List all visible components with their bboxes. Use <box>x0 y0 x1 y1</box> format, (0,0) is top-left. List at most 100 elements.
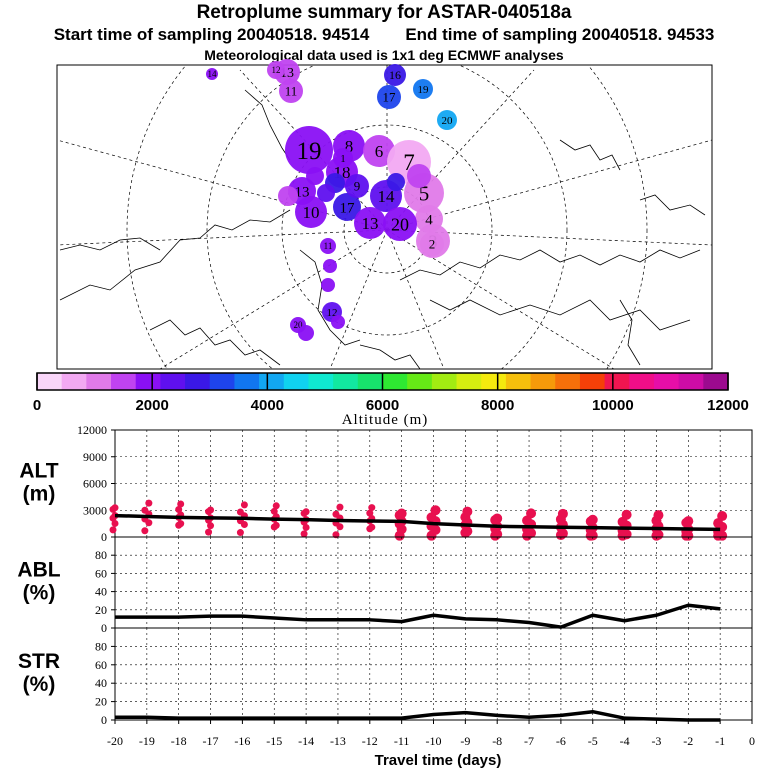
sampling-time-line: Start time of sampling 20040518. 94514 En… <box>0 25 768 45</box>
x-tick-label: -17 <box>203 734 219 748</box>
altitude-point <box>207 522 215 530</box>
y-tick-label: 20 <box>95 603 107 617</box>
colorbar-swatch <box>185 373 211 390</box>
colorbar-swatch <box>111 373 137 390</box>
y-tick-label: 0 <box>101 530 107 544</box>
map-background <box>57 65 712 369</box>
colorbar-swatch <box>259 373 285 390</box>
plume-circle-label: 20 <box>294 320 304 330</box>
plume-circle-label: 12 <box>327 307 338 319</box>
y-tick-label: 80 <box>95 639 107 653</box>
plume-circle-label: 20 <box>442 115 454 127</box>
plume-circle-label: 14 <box>378 187 396 206</box>
coastlines <box>59 89 706 369</box>
plume-circle <box>437 110 457 130</box>
x-tick-label: -8 <box>492 734 502 748</box>
y-tick-label: 6000 <box>83 477 107 491</box>
met-data-label: Meteorological data used is 1x1 deg ECMW… <box>204 47 564 63</box>
panel-str: 80 60 40 20 0 STR(%) <box>18 627 753 727</box>
plume-circle <box>279 79 303 103</box>
altitude-point <box>111 504 119 512</box>
colorbar-swatch <box>407 373 433 390</box>
altitude-point <box>717 511 728 522</box>
altitude-point <box>368 504 376 512</box>
plume-circle-label: 13 <box>362 214 379 233</box>
altitude-point <box>240 501 248 509</box>
altitude-point <box>302 523 310 531</box>
plume-circle-label: 11 <box>285 84 298 99</box>
altitude-point <box>368 523 376 531</box>
panel-ylabel: ALT <box>19 460 58 483</box>
y-tick-label: 40 <box>95 676 107 690</box>
plume-circle-label: 17 <box>340 200 356 216</box>
plume-circle <box>333 193 361 221</box>
colorbar-tick-label: 8000 <box>481 397 514 414</box>
panel-ylabel: STR <box>18 650 60 673</box>
altitude-scatter <box>109 499 728 541</box>
panel-ylabel: (m) <box>23 483 56 506</box>
end-time-label: End time of sampling 20040518. 94533 <box>405 25 715 44</box>
y-tick-label: 0 <box>101 713 107 727</box>
x-tick-label: 0 <box>749 734 755 748</box>
plume-circle <box>206 68 218 80</box>
colorbar-swatch <box>382 373 408 390</box>
panel-ylabel: (%) <box>23 673 56 696</box>
plume-circle <box>285 126 333 174</box>
colorbar-swatch <box>703 373 729 390</box>
colorbar-swatch <box>357 373 383 390</box>
x-tick-label: -6 <box>556 734 566 748</box>
colorbar-tick-label: 6000 <box>366 397 399 414</box>
plume-circle <box>333 148 353 168</box>
x-tick-label: -18 <box>171 734 187 748</box>
plume-circle <box>295 196 327 228</box>
colorbar-swatch <box>160 373 186 390</box>
start-time-label: Start time of sampling 20040518. 94514 <box>53 25 370 44</box>
plume-circle <box>413 79 433 99</box>
altitude-point <box>683 516 694 527</box>
altitude-point <box>272 502 280 510</box>
y-tick-label: 40 <box>95 585 107 599</box>
colorbar-swatch <box>37 373 63 390</box>
map-panel: 1413121116171920198675432131017141813920… <box>56 59 713 370</box>
x-tick-label: -3 <box>651 734 661 748</box>
y-tick-label: 0 <box>101 621 107 635</box>
plume-circle <box>363 135 395 167</box>
y-tick-label: 60 <box>95 566 107 580</box>
x-tick-label: -20 <box>107 734 123 748</box>
altitude-point <box>109 526 117 534</box>
colorbar-swatch <box>308 373 334 390</box>
plume-circle-label: 2 <box>429 237 436 252</box>
altitude-point <box>111 519 119 527</box>
panel-ylabel: ABL <box>17 559 60 582</box>
time-series-panels: 120009000600030000ALT(m)806040200ABL(%)8… <box>17 423 755 748</box>
plume-circle-label: 12 <box>272 65 281 75</box>
plume-circle <box>377 85 401 109</box>
plume-circle-label: 11 <box>324 241 333 251</box>
plume-circle <box>321 278 335 292</box>
x-tick-label: -13 <box>330 734 346 748</box>
plume-circle-label: 10 <box>303 203 320 222</box>
plume-circle <box>345 174 369 198</box>
colorbar-swatch <box>579 373 606 390</box>
colorbar-swatch <box>431 373 458 390</box>
colorbar-swatch <box>555 373 581 390</box>
plume-circles: 1413121116171920198675432131017141813920… <box>206 59 457 341</box>
x-axis: -20 -19 -18 -17 -16 -15 -14 -13 -12 -11 -10 -9 -8 -7-… <box>107 720 755 748</box>
plume-circle-label: 1 <box>340 153 346 165</box>
colorbar-swatch <box>234 373 260 390</box>
altitude-point <box>236 529 244 537</box>
plume-circle <box>384 64 406 86</box>
plume-circle-label: 7 <box>403 150 415 175</box>
altitude-point <box>207 506 215 514</box>
plume-circle-label: 14 <box>208 69 218 79</box>
series-line <box>115 603 721 629</box>
plume-circle <box>298 325 314 341</box>
plume-circle-label: 20 <box>391 214 409 234</box>
colorbar-swatch <box>283 373 309 390</box>
altitude-point <box>141 527 149 535</box>
altitude-point <box>430 505 441 516</box>
colorbar-tick-labels: 0 2000 4000 6000 8000 10000 12000 <box>33 373 749 414</box>
altitude-point <box>205 528 213 536</box>
y-tick-label: 20 <box>95 695 107 709</box>
x-tick-label: -9 <box>460 734 470 748</box>
